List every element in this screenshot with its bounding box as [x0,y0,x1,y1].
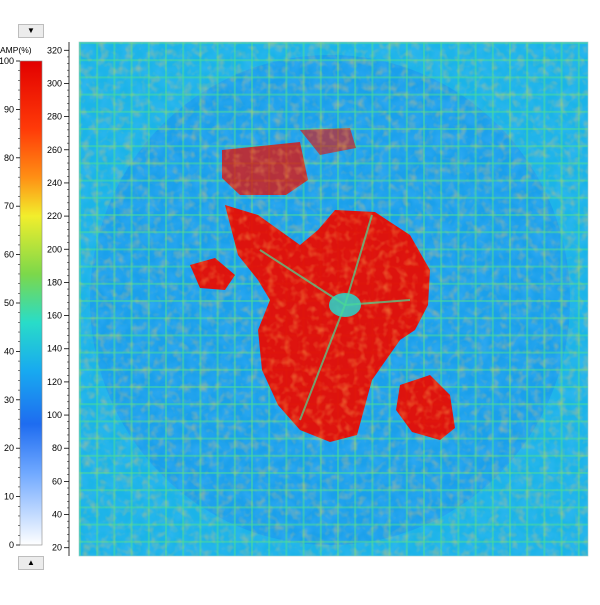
colorbar-tick-label: 90 [4,104,14,114]
y-tick-label: 200 [47,244,62,254]
y-tick-label: 120 [47,377,62,387]
heatmap-frame [78,41,589,557]
colorbar-scroll-up-button[interactable]: ▼ [18,24,44,38]
y-tick-label: 40 [52,510,62,520]
colorbar-tick-label: 30 [4,395,14,405]
defect-crack-line [299,304,346,421]
colorbar-tick-label: 50 [4,298,14,308]
colorbar-label: AMP(%) [0,45,32,55]
y-tick-label: 100 [47,410,62,420]
y-tick-label: 140 [47,344,62,354]
colorbar-tick-label: 0 [9,540,14,550]
y-tick-label: 280 [47,112,62,122]
y-tick-label: 300 [47,78,62,88]
colorbar-tick-label: 60 [4,250,14,260]
colorbar-tick-label: 70 [4,201,14,211]
defect-crack-line [344,299,411,306]
chevron-up-icon: ▲ [27,558,35,567]
y-tick-label: 160 [47,311,62,321]
colorbar-gradient [19,60,43,546]
colorbar-tick-label: 80 [4,153,14,163]
y-tick-label: 320 [47,45,62,55]
y-tick-label: 180 [47,277,62,287]
colorbar-tick-label: 10 [4,492,14,502]
y-tick-label: 60 [52,476,62,486]
y-tick-label: 220 [47,211,62,221]
defect-crack-line [259,249,346,306]
defect-crack-line [344,214,373,306]
colorbar-tick-label: 40 [4,346,14,356]
heatmap-image [79,42,588,556]
y-tick-label: 240 [47,178,62,188]
y-tick-label: 80 [52,443,62,453]
colorbar-tick-label: 20 [4,443,14,453]
y-tick-label: 20 [52,543,62,553]
colorbar-scroll-down-button[interactable]: ▲ [18,556,44,570]
colorbar-tick-label: 100 [0,56,14,66]
chevron-down-icon: ▼ [27,26,35,35]
y-tick-label: 260 [47,145,62,155]
